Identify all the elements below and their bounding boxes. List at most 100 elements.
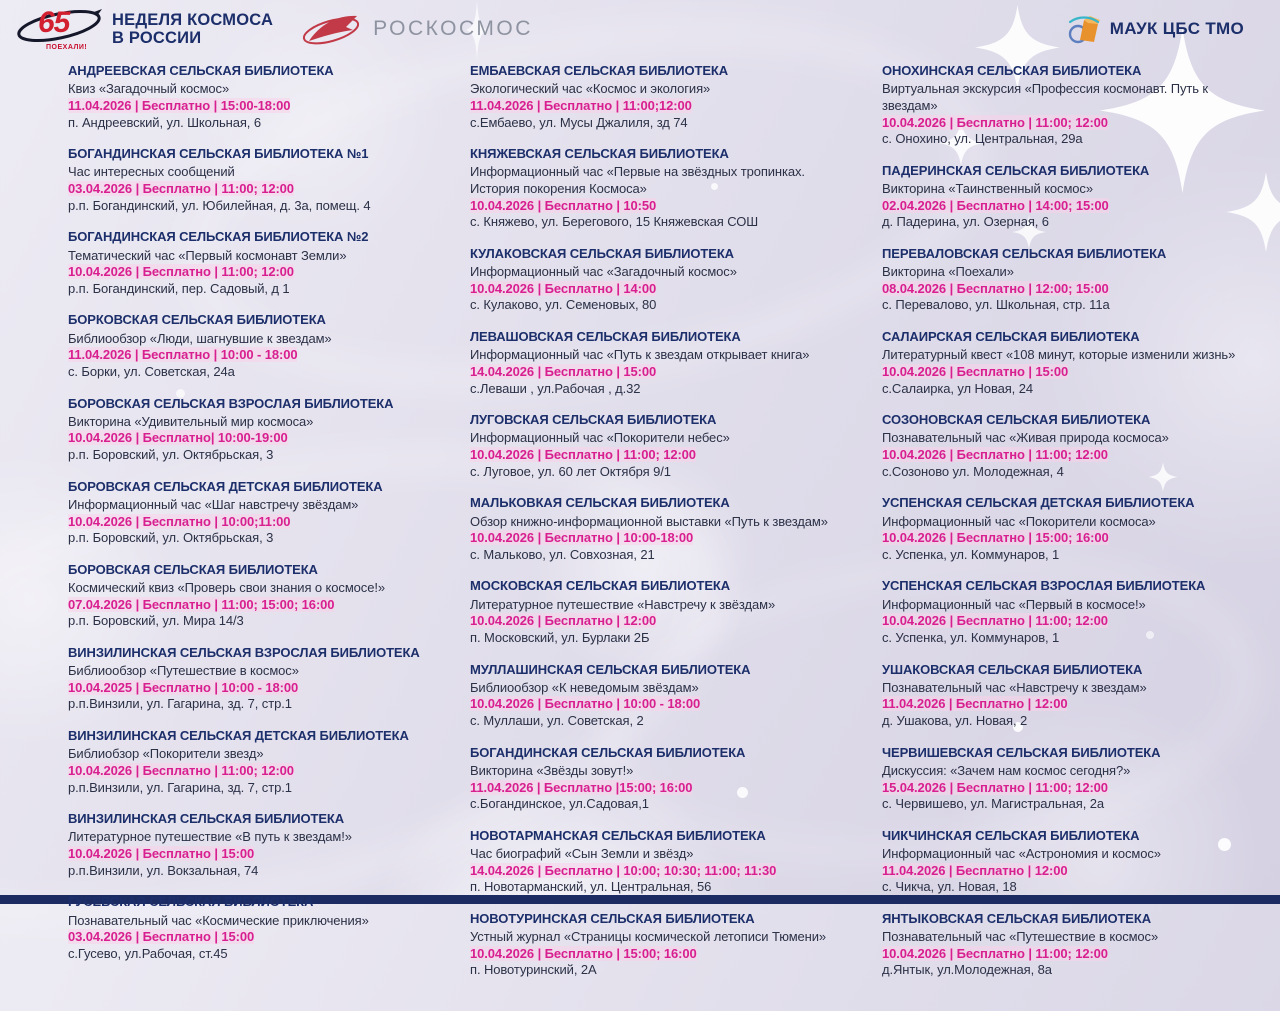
event-title: Информационный час «Первые на звёздных т… <box>470 164 805 196</box>
event-title: Дискуссия: «Зачем нам космос сегодня?» <box>882 762 1131 778</box>
event-title: Устный журнал «Страницы космической лето… <box>470 929 827 945</box>
roscosmos-logo: РОСКОСМОС <box>299 11 533 47</box>
library-name: СОЗОНОВСКАЯ СЕЛЬСКАЯ БИБЛИОТЕКА <box>882 412 1151 428</box>
event-schedule: 11.04.2026 | Бесплатно | 12:00 <box>882 696 1254 713</box>
event-schedule-text: 14.04.2026 | Бесплатно | 15:00 <box>470 363 657 379</box>
event-title: Викторина «Удивительный мир космоса» <box>68 413 314 429</box>
page-title-line1: НЕДЕЛЯ КОСМОСА <box>112 10 274 29</box>
event-entry: ПАДЕРИНСКАЯ СЕЛЬСКАЯ БИБЛИОТЕКА Викторин… <box>882 163 1254 231</box>
event-title: Информационный час «Путь к звездам откры… <box>470 347 810 363</box>
event-entry: ЛЕВАШОВСКАЯ СЕЛЬСКАЯ БИБЛИОТЕКА Информац… <box>470 329 852 397</box>
event-schedule: 10.04.2026 | Бесплатно | 11:00; 12:00 <box>68 762 440 780</box>
library-name: БОРОВСКАЯ СЕЛЬСКАЯ БИБЛИОТЕКА <box>68 561 318 577</box>
library-name: УСПЕНСКАЯ СЕЛЬСКАЯ ВЗРОСЛАЯ БИБЛИОТЕКА <box>882 578 1206 594</box>
event-address: д.Янтык, ул.Молодежная, 8а <box>882 962 1052 978</box>
event-schedule: 11.04.2026 | Бесплатно |15:00; 16:00 <box>470 779 852 797</box>
event-schedule-text: 14.04.2026 | Бесплатно | 10:00; 10:30; 1… <box>470 862 777 878</box>
anniversary-caption: ПОЕХАЛИ! <box>46 44 88 51</box>
event-title: Квиз «Загадочный космос» <box>68 81 230 97</box>
event-title: Космический квиз «Проверь свои знания о … <box>68 580 385 595</box>
event-address: р.п. Боровский, ул. Мира 14/3 <box>68 613 244 629</box>
event-title: Литературное путешествие «В путь к звезд… <box>68 829 352 845</box>
event-schedule-text: 11.04.2026 | Бесплатно | 15:00-18:00 <box>68 97 291 113</box>
event-entry: САЛАИРСКАЯ СЕЛЬСКАЯ БИБЛИОТЕКА Литератур… <box>882 329 1254 397</box>
org-label: МАУК ЦБС ТМО <box>1109 19 1244 38</box>
event-address: с.Ембаево, ул. Мусы Джалиля, зд 74 <box>470 114 688 130</box>
roscosmos-arrow-icon <box>303 15 360 45</box>
event-schedule: 10.04.2026 | Бесплатно | 10:50 <box>470 197 852 215</box>
event-entry: ВИНЗИЛИНСКАЯ СЕЛЬСКАЯ ВЗРОСЛАЯ БИБЛИОТЕК… <box>68 645 440 713</box>
event-title: Библиообзор «Люди, шагнувшие к звездам» <box>68 330 332 346</box>
event-schedule: 10.04.2026 | Бесплатно | 11:00; 12:00 <box>882 447 1254 464</box>
event-entry: ГУСЕВСКАЯ СЕЛЬСКАЯ БИБЛИОТЕКА Познавател… <box>68 894 440 962</box>
event-address: р.п. Богандинский, пер. Садовый, д 1 <box>68 280 290 296</box>
roscosmos-label: РОСКОСМОС <box>373 17 533 40</box>
event-schedule: 10.04.2026 | Бесплатно | 10:00;11:00 <box>68 513 440 531</box>
event-title: Познавательный час «Живая природа космос… <box>882 430 1169 446</box>
event-schedule: 10.04.2026 | Бесплатно | 10:00 - 18:00 <box>470 696 852 713</box>
event-address: с. Червишево, ул. Магистральная, 2а <box>882 796 1105 812</box>
event-address: с.Гусево, ул.Рабочая, ст.45 <box>68 945 228 961</box>
library-name: УШАКОВСКАЯ СЕЛЬСКАЯ БИБЛИОТЕКА <box>882 661 1143 677</box>
event-schedule: 07.04.2026 | Бесплатно | 11:00; 15:00; 1… <box>68 596 440 614</box>
library-name: ВИНЗИЛИНСКАЯ СЕЛЬСКАЯ БИБЛИОТЕКА <box>68 811 345 827</box>
event-schedule-text: 10.04.2026 | Бесплатно | 10:00;11:00 <box>68 513 291 529</box>
event-address: с. Мальково, ул. Совхозная, 21 <box>470 546 655 562</box>
event-title: Информационный час «Шаг навстречу звёзда… <box>68 496 359 512</box>
event-schedule-text: 10.04.2026 | Бесплатно | 10:00-18:00 <box>470 530 694 546</box>
event-schedule-text: 11.04.2026 | Бесплатно | 10:00 - 18:00 <box>68 347 298 363</box>
event-title: Литературный квест «108 минут, которые и… <box>882 347 1236 363</box>
library-name: БОРОВСКАЯ СЕЛЬСКАЯ ДЕТСКАЯ БИБЛИОТЕКА <box>68 478 383 494</box>
event-schedule-text: 10.04.2026 | Бесплатно | 11:00; 12:00 <box>882 613 1108 629</box>
event-entry: ВИНЗИЛИНСКАЯ СЕЛЬСКАЯ БИБЛИОТЕКА Литерат… <box>68 811 440 879</box>
event-schedule-text: 10.04.2026 | Бесплатно | 14:00 <box>470 280 657 296</box>
org-logo-group: МАУК ЦБС ТМО <box>1068 14 1244 44</box>
event-schedule-text: 10.04.2026 | Бесплатно | 15:00; 16:00 <box>882 530 1109 546</box>
event-address: р.п. Богандинский, ул. Юбилейная, д. 3а,… <box>68 197 371 213</box>
event-schedule-text: 10.04.2026 | Бесплатно| 10:00-19:00 <box>68 430 288 446</box>
event-schedule: 10.04.2026 | Бесплатно | 11:00; 12:00 <box>68 264 440 281</box>
event-schedule: 10.04.2026 | Бесплатно | 11:00; 12:00 <box>882 613 1254 630</box>
event-schedule-text: 11.04.2026 | Бесплатно | 12:00 <box>882 862 1068 878</box>
event-schedule-text: 10.04.2026 | Бесплатно | 15:00; 16:00 <box>470 945 697 961</box>
library-book-icon <box>1068 16 1100 44</box>
event-title: Виртуальная экскурсия «Профессия космона… <box>882 81 1209 113</box>
column-right: ОНОХИНСКАЯ СЕЛЬСКАЯ БИБЛИОТЕКА Виртуальн… <box>882 63 1254 994</box>
event-title: Библиобзор «Покорители звезд» <box>68 746 264 762</box>
event-entry: БОГАНДИНСКАЯ СЕЛЬСКАЯ БИБЛИОТЕКА №2 Тема… <box>68 229 440 297</box>
event-schedule-text: 10.04.2026 | Бесплатно | 10:00 - 18:00 <box>470 696 701 712</box>
event-entry: УСПЕНСКАЯ СЕЛЬСКАЯ ВЗРОСЛАЯ БИБЛИОТЕКА И… <box>882 578 1254 646</box>
library-name: МУЛЛАШИНСКАЯ СЕЛЬСКАЯ БИБЛИОТЕКА <box>470 661 751 677</box>
event-schedule-text: 03.04.2026 | Бесплатно | 15:00 <box>68 929 255 945</box>
event-entry: БОРОВСКАЯ СЕЛЬСКАЯ БИБЛИОТЕКА Космически… <box>68 562 440 630</box>
page-title-line2: В РОССИИ <box>112 29 202 47</box>
event-schedule-text: 10.04.2026 | Бесплатно | 15:00 <box>882 363 1069 379</box>
event-entry: БОРОВСКАЯ СЕЛЬСКАЯ ВЗРОСЛАЯ БИБЛИОТЕКА В… <box>68 396 440 464</box>
event-entry: СОЗОНОВСКАЯ СЕЛЬСКАЯ БИБЛИОТЕКА Познават… <box>882 412 1254 480</box>
event-schedule-text: 10.04.2026 | Бесплатно | 15:00 <box>68 846 255 861</box>
event-schedule-text: 02.04.2026 | Бесплатно | 14:00; 15:00 <box>882 197 1109 213</box>
library-name: ВИНЗИЛИНСКАЯ СЕЛЬСКАЯ ВЗРОСЛАЯ БИБЛИОТЕК… <box>68 644 420 660</box>
event-schedule: 03.04.2026 | Бесплатно | 15:00 <box>68 929 440 946</box>
event-schedule: 10.04.2026 | Бесплатно | 15:00; 16:00 <box>882 530 1254 547</box>
library-name: МОСКОВСКАЯ СЕЛЬСКАЯ БИБЛИОТЕКА <box>470 578 731 594</box>
event-schedule: 14.04.2026 | Бесплатно | 10:00; 10:30; 1… <box>470 862 852 880</box>
library-name: ГУСЕВСКАЯ СЕЛЬСКАЯ БИБЛИОТЕКА <box>68 894 314 910</box>
event-title: Час биографий «Сын Земли и звёзд» <box>470 846 694 861</box>
event-schedule-text: 11.04.2026 | Бесплатно | 11:00;12:00 <box>470 97 692 113</box>
event-address: р.п. Боровский, ул. Октябрьская, 3 <box>68 530 274 546</box>
event-address: п. Новотуринский, 2А <box>470 962 597 978</box>
library-name: КНЯЖЕВСКАЯ СЕЛЬСКАЯ БИБЛИОТЕКА <box>470 146 729 162</box>
event-title: Библиообзор «К неведомым звёздам» <box>470 679 699 695</box>
event-title: Обзор книжно-информационной выставки «Пу… <box>470 513 828 529</box>
event-schedule: 10.04.2026 | Бесплатно | 15:00; 16:00 <box>470 945 852 963</box>
library-name: УСПЕНСКАЯ СЕЛЬСКАЯ ДЕТСКАЯ БИБЛИОТЕКА <box>882 495 1195 511</box>
event-title: Час интересных сообщений <box>68 164 235 180</box>
event-entry: ЯНТЫКОВСКАЯ СЕЛЬСКАЯ БИБЛИОТЕКА Познават… <box>882 911 1254 979</box>
event-title: Викторина «Таинственный космос» <box>882 181 1093 196</box>
event-address: с. Перевалово, ул. Школьная, стр. 11а <box>882 297 1110 313</box>
library-name: НОВОТУРИНСКАЯ СЕЛЬСКАЯ БИБЛИОТЕКА <box>470 910 755 926</box>
event-entry: БОРОВСКАЯ СЕЛЬСКАЯ ДЕТСКАЯ БИБЛИОТЕКА Ин… <box>68 479 440 547</box>
event-schedule: 15.04.2026 | Бесплатно | 11:00; 12:00 <box>882 779 1254 797</box>
event-schedule: 10.04.2026 | Бесплатно | 15:00 <box>68 846 440 863</box>
